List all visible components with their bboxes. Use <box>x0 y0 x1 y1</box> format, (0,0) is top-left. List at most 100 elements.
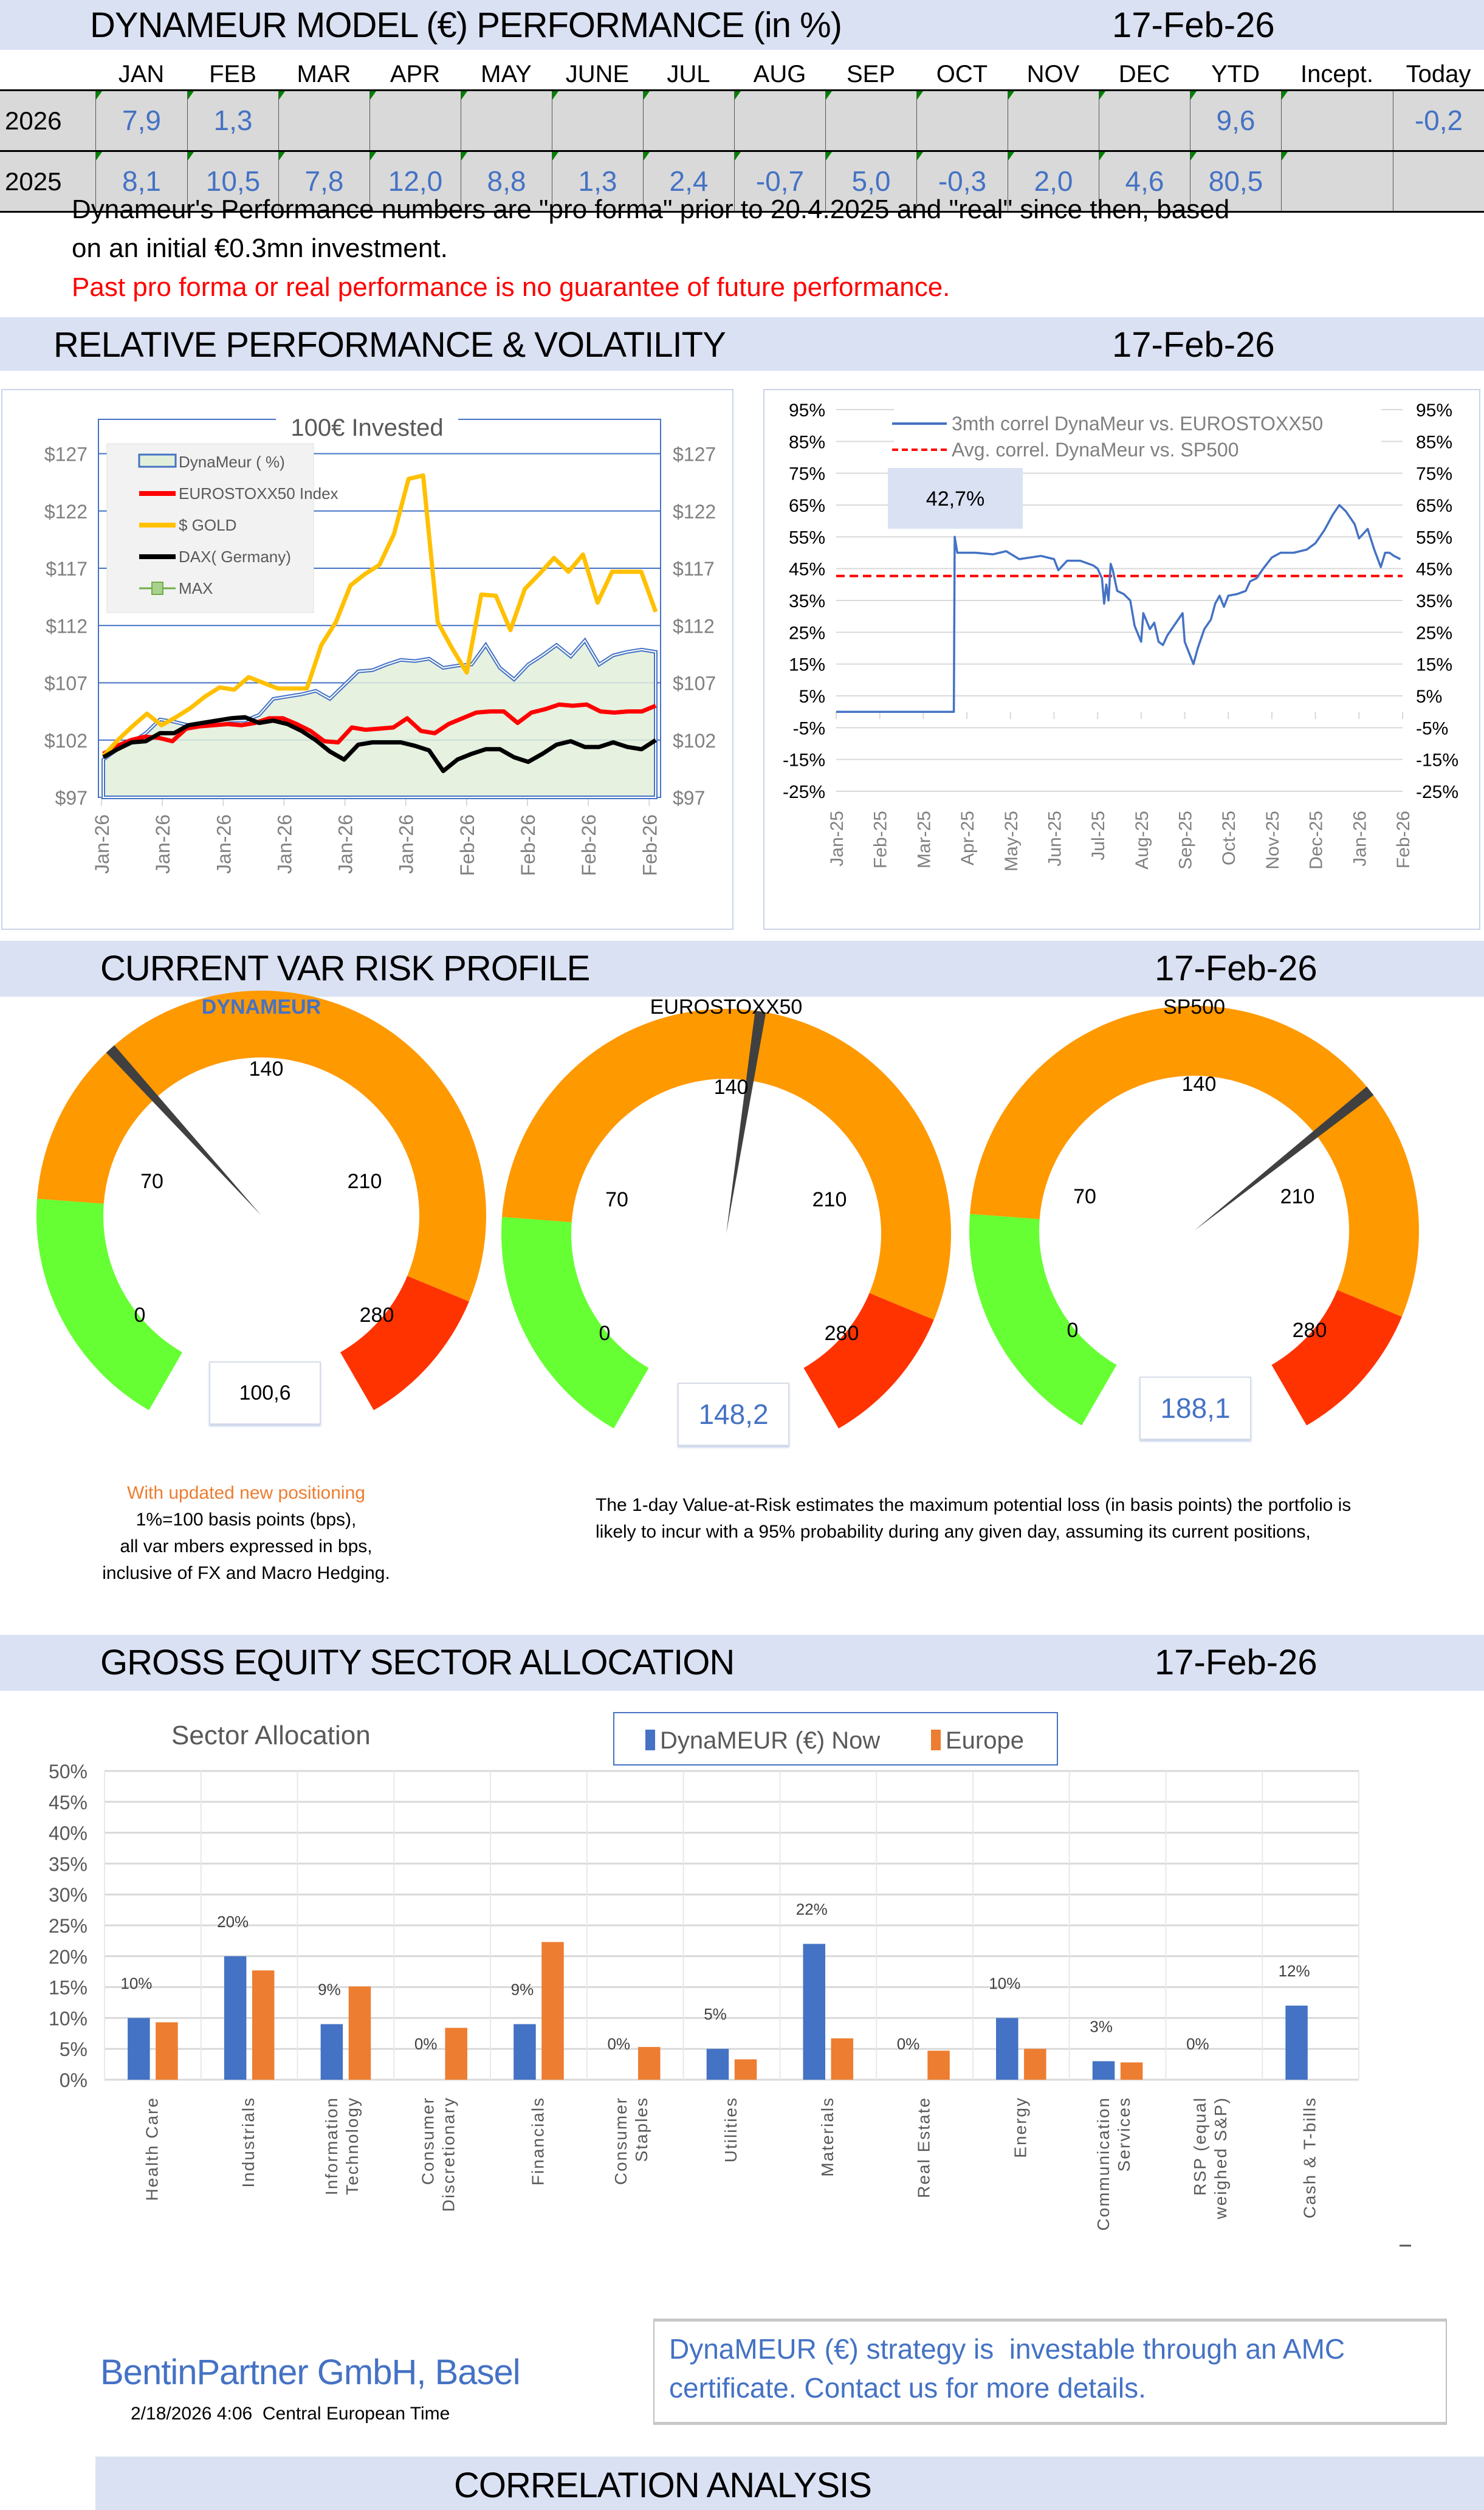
comment-flag-icon <box>1099 91 1105 100</box>
bar-europe <box>252 1970 275 2080</box>
gauge-zone-green <box>36 1198 182 1411</box>
x-tick-label: Jun-25 <box>1045 811 1065 867</box>
perf-cell: -0,3 <box>916 152 1008 211</box>
comment-flag-icon <box>188 91 194 100</box>
gauge-zone-green <box>501 1217 649 1429</box>
gauge-tick-label: 140 <box>1182 1073 1217 1096</box>
perf-cell <box>734 91 825 150</box>
var-title: CURRENT VAR RISK PROFILE <box>100 949 590 988</box>
bar-data-label: 5% <box>704 2005 727 2023</box>
x-tick-label: Nov-25 <box>1263 811 1283 870</box>
correlation-title: CORRELATION ANALYSIS <box>454 2466 872 2505</box>
gauge-zone-orange <box>502 1008 952 1320</box>
x-tick-label: Feb-26 <box>1393 811 1414 868</box>
x-tick-label: Jan-26 <box>1350 811 1370 867</box>
perf-cell-value: 8,8 <box>487 165 526 197</box>
category-label-line: Communication <box>1094 2097 1113 2231</box>
category-label: Utilities <box>721 2097 740 2162</box>
y-tick-label: 5% <box>60 2038 88 2060</box>
legend-label: EUROSTOXX50 Index <box>179 484 338 503</box>
perf-col-header: OCT <box>936 61 988 88</box>
perf-cell: 80,5 <box>1190 152 1281 211</box>
bar-dynameur <box>706 2049 729 2080</box>
category-label: Cash & T-bills <box>1300 2097 1319 2218</box>
x-tick-label: Jan-26 <box>273 814 295 874</box>
y-tick-label-right: 5% <box>1416 687 1442 707</box>
x-tick-label: Jan-26 <box>396 814 417 874</box>
perf-cell-value: -0,3 <box>938 165 987 197</box>
y-tick-label-right: $127 <box>673 444 716 466</box>
avg-correlation-callout <box>888 468 1023 529</box>
perf-cell: 2,0 <box>1008 152 1099 211</box>
gauge-tick-label: 280 <box>360 1304 394 1327</box>
perf-cell <box>1099 91 1190 150</box>
gauge-1: 0 70 140 210 280 <box>501 1008 952 1429</box>
perf-cell-value: 8,1 <box>122 165 161 197</box>
y-tick-label-right: $97 <box>673 787 705 809</box>
x-tick-label: Feb-26 <box>578 814 600 876</box>
y-tick-label-right: $107 <box>673 673 716 695</box>
perf-cell <box>1281 152 1393 211</box>
amc-promo-line2: certificate. Contact us for more details… <box>669 2372 1146 2404</box>
y-tick-label-right: 85% <box>1416 432 1452 452</box>
y-tick-label-right: $112 <box>673 615 715 637</box>
y-tick-label-right: 45% <box>1416 560 1452 580</box>
perf-col-header: JUNE <box>565 61 630 88</box>
perf-cell-value: 10,5 <box>205 165 261 197</box>
relative-date: 17-Feb-26 <box>1112 325 1275 365</box>
y-tick-label-left: 85% <box>789 432 825 452</box>
perf-col-header: JAN <box>118 61 165 88</box>
comment-flag-icon <box>1282 91 1288 100</box>
comment-flag-icon <box>644 152 650 160</box>
gauge-zone-red <box>1271 1290 1402 1426</box>
series-3mth-correlation <box>836 504 1401 713</box>
legend-swatch-marker <box>151 582 163 595</box>
gauge-0: 0 70 140 210 280 <box>36 991 486 1411</box>
legend-label-correl: 3mth correl DynaMeur vs. EUROSTOXX50 <box>952 413 1323 435</box>
comment-flag-icon <box>735 91 741 100</box>
comment-flag-icon <box>96 91 102 100</box>
bar-europe <box>541 1942 564 2080</box>
perf-col-header: MAY <box>481 61 532 88</box>
y-tick-label-left: 75% <box>789 464 825 484</box>
sector-legend-box <box>613 1712 1058 1766</box>
bar-data-label: 0% <box>897 2035 920 2053</box>
gauge-needle <box>106 1045 261 1215</box>
perf-row: 2025 8,1 10,5 7,8 12,0 8,8 1,3 2,4 -0,7 5,0 -0,3 2,… <box>0 152 1484 211</box>
perf-cell: 4,6 <box>1099 152 1190 211</box>
x-tick-label: Jan-26 <box>152 814 174 874</box>
comment-flag-icon <box>826 91 832 100</box>
gauge-needle <box>1194 1086 1374 1231</box>
gauge-tick-label: 70 <box>140 1170 163 1193</box>
category-label-line: Industrials <box>239 2097 258 2188</box>
comment-flag-icon <box>1190 152 1197 160</box>
y-tick-label-right: 95% <box>1416 401 1452 421</box>
perf-col-header: DEC <box>1118 61 1170 88</box>
y-tick-label-right: $117 <box>673 558 715 580</box>
category-label-line: weighed S&P) <box>1211 2097 1230 2219</box>
bar-data-label: 10% <box>989 1974 1020 1992</box>
y-tick-label: 15% <box>49 1977 88 1999</box>
comment-flag-icon <box>1099 152 1105 160</box>
y-tick-label-left: $117 <box>46 558 88 580</box>
report-timestamp: 2/18/2026 4:06 Central European Time <box>131 2404 450 2424</box>
gauge-tick-label: 210 <box>812 1188 847 1211</box>
sector-band: GROSS EQUITY SECTOR ALLOCATION 17-Feb-26 <box>0 1635 1484 1691</box>
comment-flag-icon <box>917 152 923 160</box>
correlation-chart-svg: 95% 95% 85% 85% 75% 75% 65% 65% 55% 55% 45% 45% 35% 3… <box>783 401 1458 872</box>
perf-cell: 1,3 <box>187 91 278 150</box>
y-tick-label-left: 55% <box>789 528 825 548</box>
perf-cell: 2,4 <box>643 152 734 211</box>
perf-cell: 8,1 <box>95 152 187 211</box>
category-label: Financials <box>528 2097 547 2185</box>
y-tick-label-left: $107 <box>44 673 88 695</box>
gauge-tick-label: 70 <box>605 1188 628 1211</box>
category-label-line: Information <box>322 2097 341 2195</box>
legend-label: DynaMEUR (€) Now <box>660 1727 880 1754</box>
x-tick-label: Aug-25 <box>1132 811 1152 870</box>
perf-cell <box>825 91 916 150</box>
x-tick-label: Dec-25 <box>1307 811 1327 870</box>
gauge-value: 100,6 <box>209 1361 321 1425</box>
x-tick-label: May-25 <box>1001 811 1022 872</box>
company-name: BentinPartner GmbH, Basel <box>100 2353 521 2392</box>
